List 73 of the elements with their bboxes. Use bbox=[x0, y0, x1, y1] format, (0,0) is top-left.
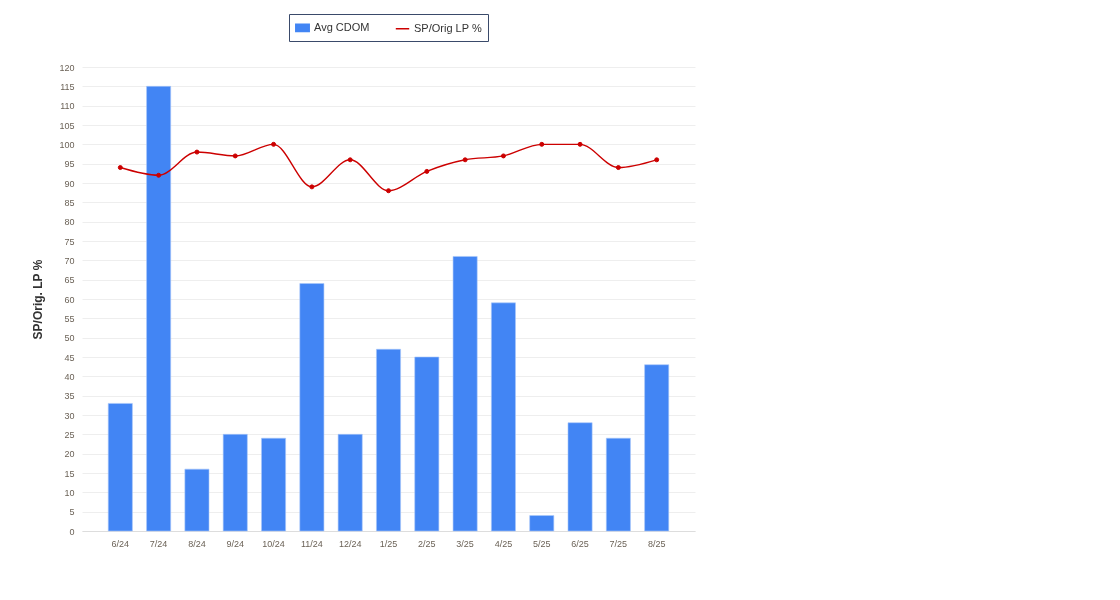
bar bbox=[146, 86, 171, 532]
legend-label: SP/Orig LP % bbox=[414, 21, 482, 34]
x-tick-label: 7/24 bbox=[149, 538, 168, 549]
x-tick-label: 6/25 bbox=[571, 538, 589, 549]
bar bbox=[414, 356, 440, 532]
point bbox=[347, 157, 353, 163]
x-tick-label: 1/25 bbox=[379, 538, 398, 549]
point bbox=[309, 184, 315, 190]
bar bbox=[644, 364, 670, 532]
y-tick-label: 75 bbox=[64, 236, 75, 247]
y-tick-label: 0 bbox=[69, 526, 75, 537]
x-tick-label: 9/24 bbox=[226, 538, 245, 549]
y-tick-label: 120 bbox=[59, 62, 75, 73]
y-tick-label: 55 bbox=[64, 313, 75, 324]
point bbox=[577, 141, 583, 147]
point bbox=[232, 153, 238, 159]
x-tick-label: 7/25 bbox=[609, 538, 628, 549]
bar bbox=[491, 302, 516, 532]
bar bbox=[184, 468, 210, 532]
bar bbox=[376, 348, 401, 532]
x-tick-label: 12/24 bbox=[338, 538, 362, 549]
point bbox=[194, 149, 200, 155]
x-tick-label: 3/25 bbox=[456, 538, 474, 549]
y-tick-label: 25 bbox=[64, 429, 75, 440]
y-tick-label: 10 bbox=[64, 487, 75, 498]
bar bbox=[567, 422, 593, 532]
y-tick-label: 35 bbox=[64, 391, 75, 402]
bar bbox=[107, 403, 133, 532]
y-tick-label: 45 bbox=[64, 352, 75, 363]
x-tick-label: 4/25 bbox=[494, 538, 513, 549]
y-tick-label: 50 bbox=[64, 333, 75, 344]
point bbox=[615, 165, 621, 171]
y-tick-label: 70 bbox=[64, 255, 75, 266]
x-tick-label: 11/24 bbox=[300, 538, 323, 549]
bar bbox=[337, 434, 363, 532]
point bbox=[156, 172, 162, 178]
y-tick-label: 95 bbox=[64, 159, 75, 170]
y-tick-label: 105 bbox=[59, 120, 75, 131]
y-axis-title: SP/Orig. LP % bbox=[31, 259, 46, 340]
bar bbox=[222, 434, 248, 532]
bar bbox=[606, 437, 631, 532]
y-tick-label: 30 bbox=[64, 410, 75, 421]
y-tick-label: 115 bbox=[60, 81, 75, 92]
y-tick-label: 100 bbox=[59, 139, 75, 150]
y-tick-label: 80 bbox=[64, 217, 75, 228]
y-tick-label: 20 bbox=[64, 449, 75, 460]
point bbox=[386, 188, 391, 194]
y-tick-label: 40 bbox=[64, 371, 75, 382]
point bbox=[654, 157, 660, 163]
y-tick-label: 60 bbox=[64, 294, 75, 305]
point bbox=[539, 141, 545, 147]
point bbox=[271, 141, 277, 147]
point bbox=[462, 157, 468, 163]
point bbox=[117, 165, 123, 171]
legend-label: Avg CDOM bbox=[314, 20, 370, 33]
x-tick-label: 2/25 bbox=[418, 538, 436, 549]
bar bbox=[299, 283, 325, 532]
y-tick-label: 65 bbox=[64, 275, 75, 286]
x-tick-label: 6/24 bbox=[111, 538, 130, 549]
bar bbox=[261, 437, 286, 532]
x-tick-label: 10/24 bbox=[262, 538, 285, 549]
bar bbox=[452, 256, 478, 532]
y-tick-label: 5 bbox=[69, 507, 75, 518]
y-tick-label: 110 bbox=[60, 101, 75, 112]
point bbox=[424, 168, 430, 174]
y-tick-label: 15 bbox=[64, 468, 75, 479]
bar bbox=[529, 515, 555, 532]
y-tick-label: 85 bbox=[64, 197, 75, 208]
x-tick-label: 5/25 bbox=[532, 538, 551, 549]
point bbox=[500, 153, 506, 159]
y-tick-label: 90 bbox=[64, 178, 75, 189]
x-tick-label: 8/24 bbox=[188, 538, 206, 549]
x-tick-label: 8/25 bbox=[647, 538, 666, 549]
